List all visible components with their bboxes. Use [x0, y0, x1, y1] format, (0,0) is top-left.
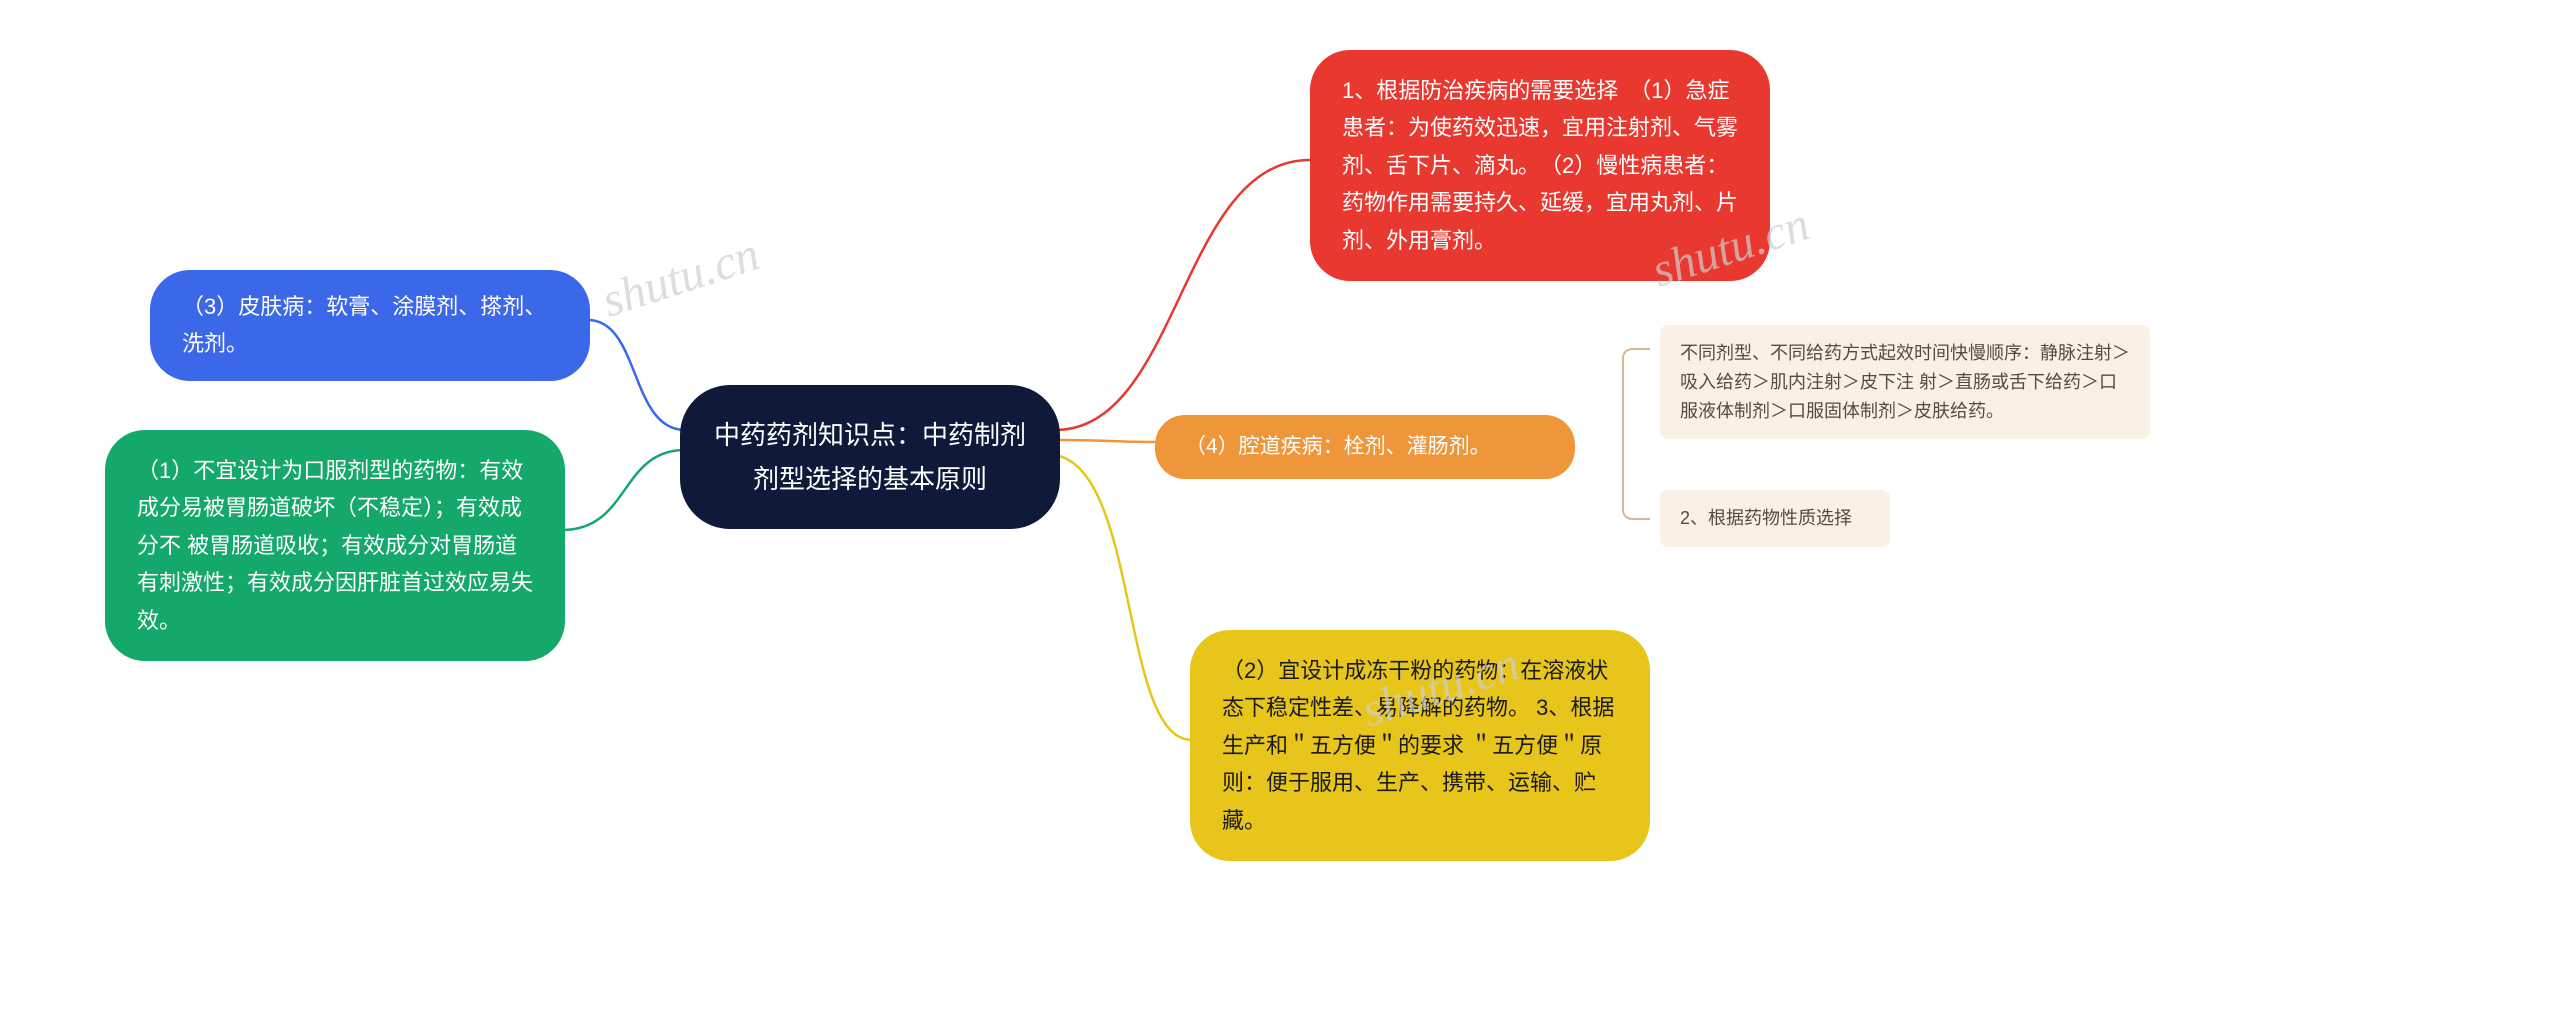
- leaf-by-drug-property[interactable]: 2、根据药物性质选择: [1660, 490, 1890, 547]
- link-center-green: [562, 450, 685, 530]
- bracket-orange-children: [1622, 348, 1650, 520]
- link-center-orange: [1058, 440, 1156, 442]
- watermark-1: shutu.cn: [595, 226, 765, 328]
- node-yellow[interactable]: （2）宜设计成冻干粉的药物：在溶液状态下稳定性差、易降解的药物。 3、根据生产和…: [1190, 630, 1650, 861]
- node-red[interactable]: 1、根据防治疾病的需要选择 （1）急症患者：为使药效迅速，宜用注射剂、气雾剂、舌…: [1310, 50, 1770, 281]
- link-center-yellow: [1055, 455, 1192, 740]
- node-orange[interactable]: （4）腔道疾病：栓剂、灌肠剂。: [1155, 415, 1575, 479]
- link-center-red: [1055, 160, 1310, 430]
- node-green[interactable]: （1）不宜设计为口服剂型的药物：有效成分易被胃肠道破坏（不稳定）；有效成分不 被…: [105, 430, 565, 661]
- node-blue[interactable]: （3）皮肤病：软膏、涂膜剂、搽剂、洗剂。: [150, 270, 590, 381]
- link-center-blue: [588, 320, 685, 430]
- leaf-onset-order[interactable]: 不同剂型、不同给药方式起效时间快慢顺序：静脉注射＞吸入给药＞肌内注射＞皮下注 射…: [1660, 325, 2150, 439]
- center-node[interactable]: 中药药剂知识点：中药制剂剂型选择的基本原则: [680, 385, 1060, 529]
